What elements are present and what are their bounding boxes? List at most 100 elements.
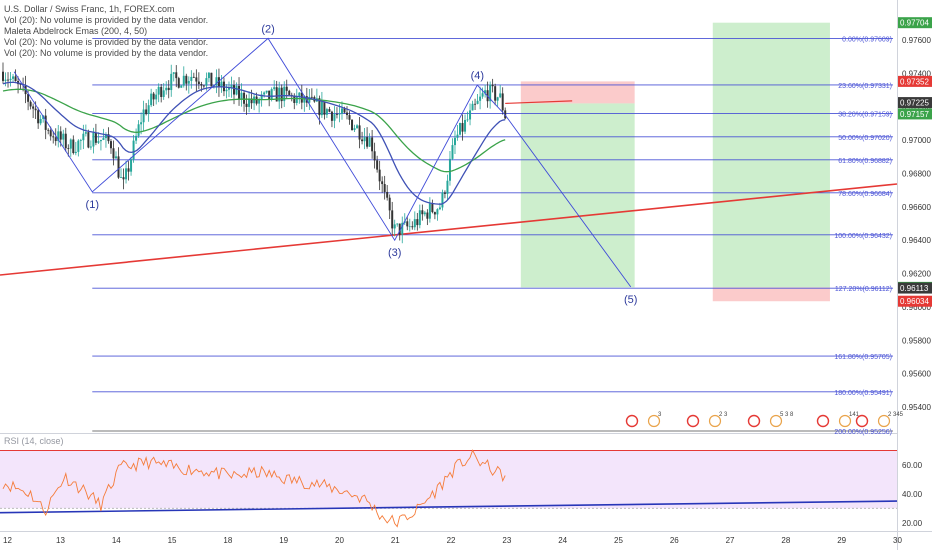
candle-body <box>114 156 117 159</box>
event-marker-icon <box>855 414 869 428</box>
fib-level-label: 200.00%(0.95256) <box>834 429 892 436</box>
candle-body <box>225 89 228 92</box>
rsi-label[interactable]: RSI (14, close) <box>4 436 64 446</box>
candle-body <box>371 137 374 152</box>
wave-label: (2) <box>261 23 274 35</box>
candle-body <box>99 139 102 142</box>
candle-body <box>7 79 10 81</box>
candle-body <box>29 101 32 107</box>
candle-body <box>34 108 37 111</box>
fib-level-label: 38.20%(0.97159) <box>838 112 892 119</box>
candle-body <box>125 168 128 180</box>
candle-body <box>288 90 291 95</box>
price-tick-label: 0.97600 <box>902 36 931 45</box>
candle-body <box>250 98 253 104</box>
time-tick-label: 28 <box>781 536 790 545</box>
candle-body <box>418 210 421 226</box>
candle-body <box>426 212 429 219</box>
candle-body <box>215 77 218 86</box>
candle-body <box>238 85 241 99</box>
candle-body <box>4 79 7 81</box>
candle-body <box>39 118 42 124</box>
candle-body <box>190 76 193 81</box>
candle-body <box>504 110 507 119</box>
candle-body <box>451 145 454 159</box>
candle-body <box>431 203 434 213</box>
indicator-volume-3[interactable]: Vol (20): No volume is provided by the d… <box>4 48 209 58</box>
candle-body <box>82 133 85 141</box>
candle-body <box>19 84 22 85</box>
candle-body <box>248 98 251 107</box>
candle-body <box>330 111 333 121</box>
candle-body <box>471 103 474 111</box>
time-tick-label: 18 <box>223 536 232 545</box>
price-tick-label: 0.96600 <box>902 203 931 212</box>
candle-body <box>446 180 449 194</box>
candle-body <box>260 94 263 100</box>
candle-body <box>413 219 416 228</box>
event-marker-icon <box>769 414 783 428</box>
event-count: 141 <box>849 412 860 418</box>
price-label-box <box>898 17 932 29</box>
candle-body <box>378 169 381 182</box>
candle-body <box>235 85 238 95</box>
candle-body <box>122 177 125 180</box>
candle-body <box>323 101 326 115</box>
candles-group <box>2 62 507 244</box>
candle-body <box>464 119 467 132</box>
candle-body <box>501 93 504 111</box>
elliott-wave-line <box>13 37 632 288</box>
event-marker-icon <box>816 414 830 428</box>
candle-body <box>197 81 200 85</box>
candle-body <box>182 75 185 86</box>
candle-body <box>59 131 62 140</box>
indicator-volume-1[interactable]: Vol (20): No volume is provided by the d… <box>4 15 209 25</box>
candle-body <box>52 136 55 138</box>
candle-body <box>358 125 361 140</box>
candle-body <box>461 123 464 132</box>
price-tick-label: 0.95400 <box>902 403 931 412</box>
candle-body <box>152 93 155 100</box>
price-label: 0.96034 <box>900 297 929 306</box>
candle-body <box>376 160 379 170</box>
candle-body <box>416 219 419 226</box>
candle-body <box>494 86 497 101</box>
candle-body <box>411 226 414 228</box>
candle-body <box>230 85 233 88</box>
candle-body <box>84 132 87 134</box>
candle-body <box>160 86 163 97</box>
candle-body <box>268 90 271 100</box>
candle-body <box>42 115 45 119</box>
indicator-volume-2[interactable]: Vol (20): No volume is provided by the d… <box>4 37 209 47</box>
candle-body <box>346 112 349 116</box>
indicator-emas[interactable]: Maleta Abdelrock Emas (200, 4, 50) <box>4 26 148 36</box>
candle-body <box>338 113 341 115</box>
event-count: 2 3 <box>719 412 728 418</box>
candle-body <box>318 98 321 116</box>
candle-body <box>433 212 436 215</box>
candle-body <box>258 99 261 104</box>
candle-body <box>140 122 143 125</box>
candle-body <box>333 114 336 121</box>
candle-body <box>77 140 80 152</box>
price-tick-label: 0.95600 <box>902 370 931 379</box>
candle-body <box>448 158 451 181</box>
candle-body <box>2 71 4 81</box>
wave-label: (3) <box>388 247 401 259</box>
candle-body <box>180 85 183 88</box>
candle-body <box>9 78 12 81</box>
fib-level-label: 0.00%(0.97609) <box>842 37 892 44</box>
candle-body <box>474 103 477 105</box>
candle-body <box>127 168 130 172</box>
fib-level-label: 100.00%(0.96432) <box>834 233 892 240</box>
event-count: 5 3 8 <box>780 412 794 418</box>
candle-body <box>195 77 198 82</box>
candle-body <box>406 221 409 227</box>
price-label: 0.97225 <box>900 99 929 108</box>
candle-body <box>200 84 203 86</box>
candle-body <box>438 207 441 210</box>
candle-body <box>453 137 456 146</box>
time-tick-label: 13 <box>56 536 65 545</box>
candle-body <box>185 75 188 84</box>
